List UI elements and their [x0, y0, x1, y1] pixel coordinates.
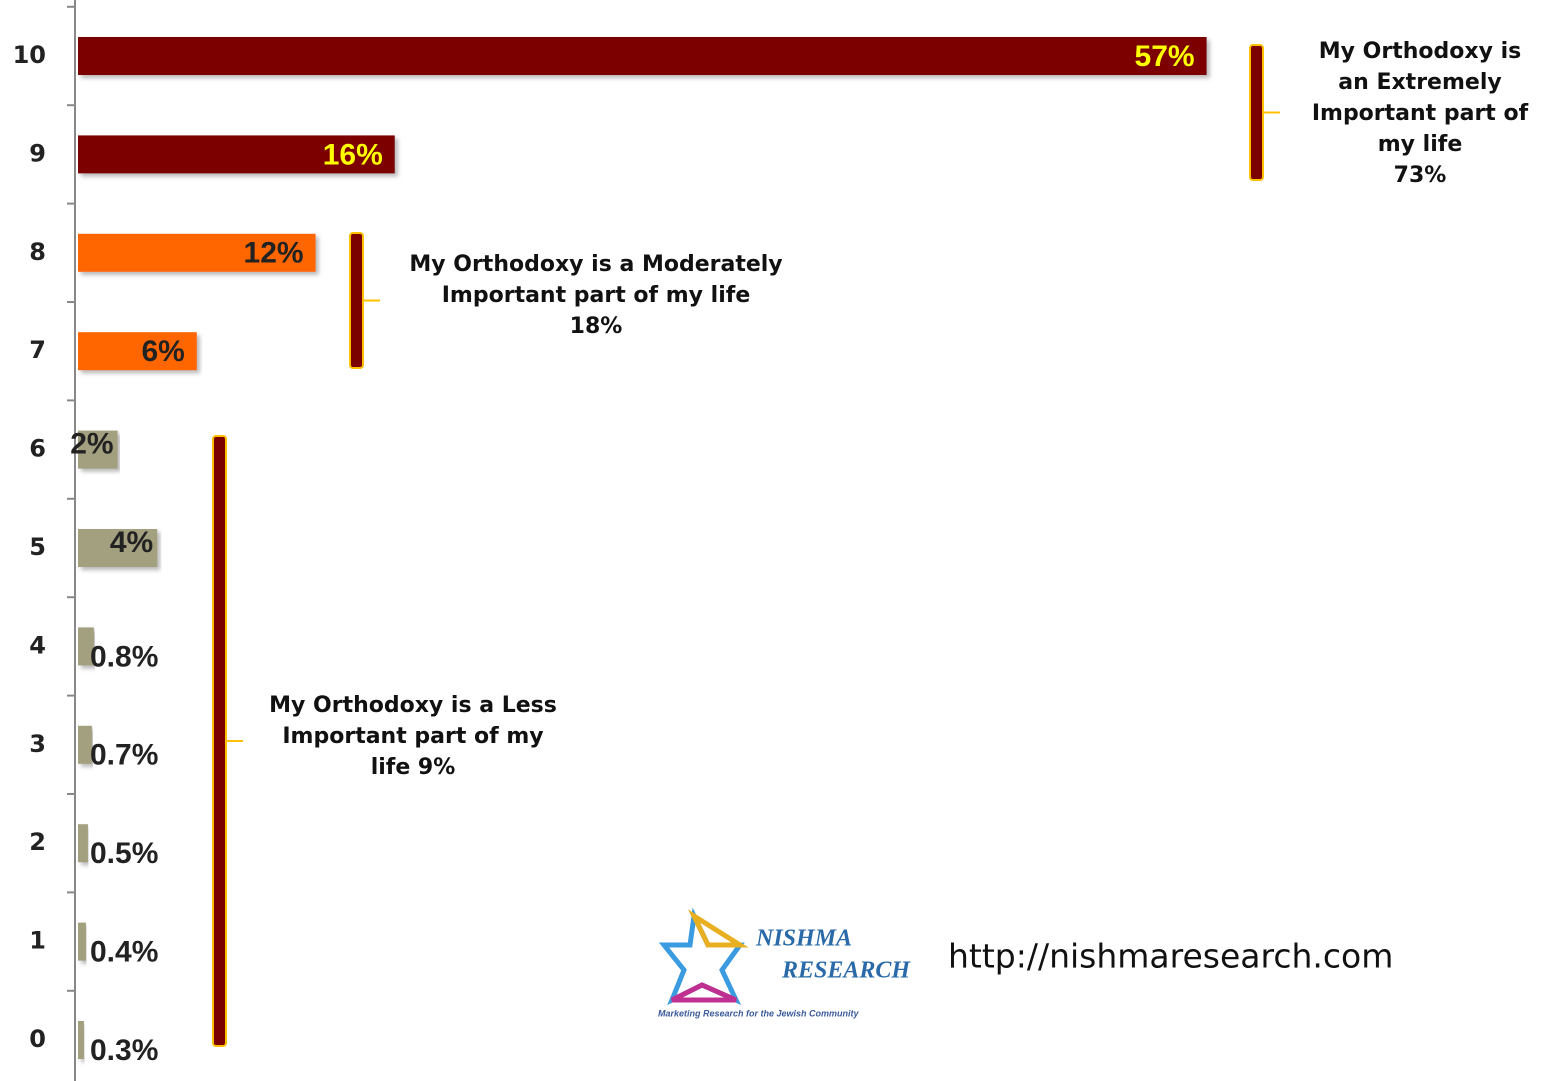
annotation: My Orthodoxy is: [1319, 39, 1521, 64]
url: http://nishmaresearch.com: [948, 937, 1393, 976]
annotation: 18%: [570, 314, 623, 339]
annotation: My Orthodoxy is a Less: [269, 693, 557, 718]
y-tick-label: 5: [29, 533, 46, 561]
logo-star-accent: [687, 909, 749, 948]
annotation: Important part of my: [282, 724, 543, 749]
y-tick-label: 7: [29, 336, 46, 364]
y-tick-label: 3: [29, 730, 46, 758]
value-label: 16%: [323, 138, 383, 171]
y-tick-label: 6: [29, 435, 46, 463]
logo: NISHMA RESEARCH Marketing Research for t…: [658, 907, 1393, 1018]
bar: [78, 135, 395, 174]
y-tick-label: 1: [29, 927, 46, 955]
y-tick-label: 9: [29, 139, 46, 167]
y-tick-label: 8: [29, 238, 46, 266]
annotation: life 9%: [371, 755, 456, 780]
bracket: [349, 232, 364, 369]
bar: [78, 332, 197, 371]
annotation: 73%: [1394, 163, 1447, 188]
value-label: 57%: [1135, 40, 1195, 73]
bar: [78, 922, 86, 961]
value-label: 0.8%: [90, 640, 158, 673]
bar: [78, 37, 1207, 75]
bracket: [1249, 44, 1264, 181]
value-label: 4%: [110, 526, 153, 559]
logo-name: NISHMA: [755, 926, 852, 952]
bar: [78, 1021, 84, 1059]
value-label: 0.7%: [90, 739, 158, 772]
logo-star-accent: [670, 982, 738, 1003]
value-label: 2%: [70, 428, 113, 461]
logo-tagline: Marketing Research for the Jewish Commun…: [658, 1008, 860, 1018]
annotation: Important part of my life: [442, 283, 750, 308]
annotation: Important part of: [1312, 101, 1529, 126]
annotation: an Extremely: [1338, 70, 1501, 95]
y-tick-label: 0: [29, 1025, 46, 1053]
bar: [78, 529, 158, 567]
bar: [78, 233, 316, 272]
annotation: my life: [1378, 132, 1463, 157]
value-label: 0.4%: [90, 936, 158, 969]
logo-name: RESEARCH: [781, 958, 911, 984]
annotation: My Orthodoxy is a Moderately: [409, 252, 782, 277]
value-label: 12%: [244, 237, 304, 270]
bar: [78, 824, 88, 863]
value-label: 6%: [141, 335, 184, 368]
value-label: 0.3%: [90, 1034, 158, 1067]
value-label: 0.5%: [90, 837, 158, 870]
bar: [78, 725, 92, 764]
y-tick-label: 4: [29, 631, 46, 659]
bar: [78, 627, 94, 666]
y-tick-label: 2: [29, 828, 46, 856]
bar: [78, 430, 118, 469]
bracket: [212, 435, 227, 1047]
y-tick-label: 10: [13, 41, 46, 69]
